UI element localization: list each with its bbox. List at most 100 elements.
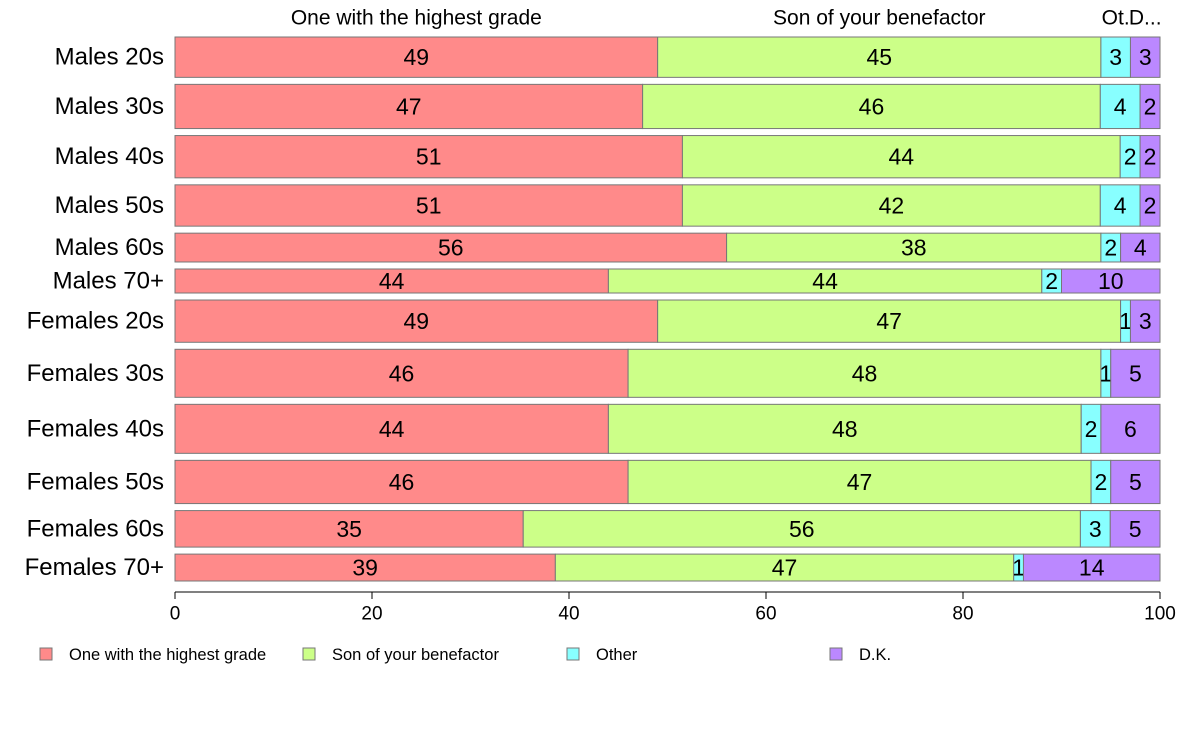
bar-segment [1139,83,1161,130]
legend-swatch [829,647,843,661]
data-label: 2 [1095,469,1108,495]
column-header: Son of your benefactor [773,7,985,30]
data-label: 49 [404,44,430,70]
data-label: 2 [1144,93,1157,119]
bar-segment [174,553,556,582]
bar-segment [627,348,1102,398]
data-label: 42 [879,192,905,218]
category-label: Females 60s [27,515,164,542]
bar-segment [174,299,659,343]
data-label: 4 [1114,192,1127,218]
category-label: Females 30s [27,360,164,387]
data-label: 14 [1079,555,1105,581]
data-label: 49 [404,308,430,334]
category-label: Females 40s [27,415,164,442]
bar-segment [1100,36,1131,78]
legend-label: One with the highest grade [69,646,266,664]
legend-swatch [566,647,580,661]
data-label: 3 [1139,44,1152,70]
legend: One with the highest grade Son of your be… [39,646,891,664]
x-tick-label: 20 [361,604,382,625]
bar-segment [1139,184,1161,227]
x-tick-label: 40 [558,604,579,625]
data-label: 45 [866,44,892,70]
data-label: 48 [852,360,878,386]
column-header: D... [1129,7,1162,30]
data-label: 5 [1129,360,1142,386]
category-label: Females 50s [27,468,164,495]
bar-segment [174,348,629,398]
data-label: 46 [389,469,415,495]
x-tick-label: 80 [952,604,973,625]
data-label: 51 [416,192,442,218]
category-label: Males 40s [55,143,164,170]
data-label: 2 [1104,235,1117,261]
data-label: 47 [772,555,798,581]
x-tick-label: 60 [755,604,776,625]
bar-segment [1129,299,1161,343]
bar-segment [642,83,1101,130]
bar-segment [174,459,629,505]
data-label: 35 [336,516,362,542]
legend-label: Other [596,646,638,664]
legend-swatch [302,647,316,661]
bar-segment [1099,83,1141,130]
data-label: 47 [876,308,902,334]
bar-segment [174,232,728,263]
legend-swatch [39,647,53,661]
data-label: 1 [1012,555,1025,581]
data-label: 38 [901,235,927,261]
bar-segment [174,510,524,548]
data-label: 2 [1144,192,1157,218]
category-labels: Males 20s Males 30s Males 40s Males 50s Male… [25,44,164,581]
column-header: Ot. [1102,7,1130,30]
legend-label: D.K. [859,646,891,664]
bar-segment [1120,232,1161,263]
data-label: 5 [1129,469,1142,495]
category-label: Females 70+ [25,554,164,581]
bar-segment [1110,348,1161,398]
bar-segment [174,403,609,454]
data-label: 39 [352,555,378,581]
bar-segment [174,184,683,227]
bar-segment [522,510,1081,548]
bar-segment [607,403,1082,454]
data-label: 2 [1045,268,1058,294]
data-label: 2 [1085,416,1098,442]
data-label: 6 [1124,416,1137,442]
data-label: 48 [832,416,858,442]
data-label: 5 [1129,516,1142,542]
x-tick-label: 0 [170,604,181,625]
data-label: 56 [438,235,464,261]
category-label: Males 20s [55,44,164,71]
legend-label: Son of your benefactor [332,646,499,664]
bar-segment [1022,553,1161,582]
bar-segment [627,459,1092,505]
bar-segment [1129,36,1161,78]
data-label: 4 [1114,93,1127,119]
bar-segment [657,299,1122,343]
data-label: 44 [812,268,838,294]
bar-segment [657,36,1102,78]
bar-segment [681,135,1121,179]
bar-segment [1100,403,1161,454]
data-label: 1 [1119,308,1132,334]
bar-segment [607,268,1043,294]
category-label: Males 30s [55,93,164,120]
data-label: 2 [1144,144,1157,170]
category-label: Males 50s [55,192,164,219]
data-label: 3 [1089,516,1102,542]
column-headers: One with the highest grade Son of your be… [291,7,1162,30]
bar-segment [1109,510,1161,548]
data-label: 3 [1109,44,1122,70]
data-label: 44 [889,144,915,170]
data-label: 46 [389,360,415,386]
data-label: 10 [1098,268,1124,294]
data-label: 47 [396,93,422,119]
bar-segment [1139,135,1161,179]
data-label: 44 [379,268,405,294]
bar-segment [174,83,644,130]
data-label: 1 [1099,360,1112,386]
bar-segment [726,232,1102,263]
